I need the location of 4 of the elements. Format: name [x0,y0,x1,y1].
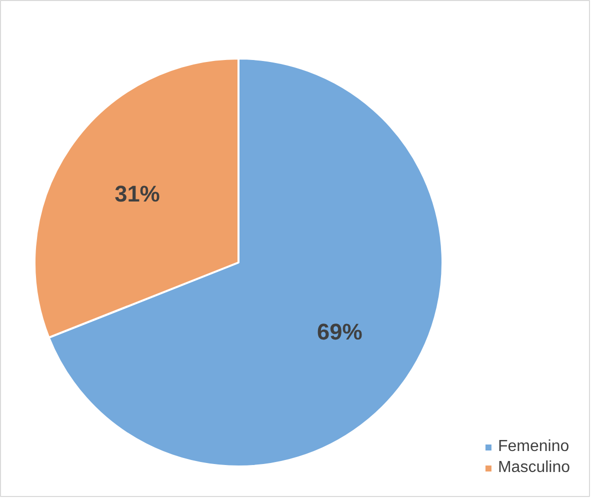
data-label: 31% [114,180,160,207]
legend-label: Femenino [498,438,570,456]
data-label: 69% [317,318,362,344]
legend-label: Masculino [498,459,570,477]
